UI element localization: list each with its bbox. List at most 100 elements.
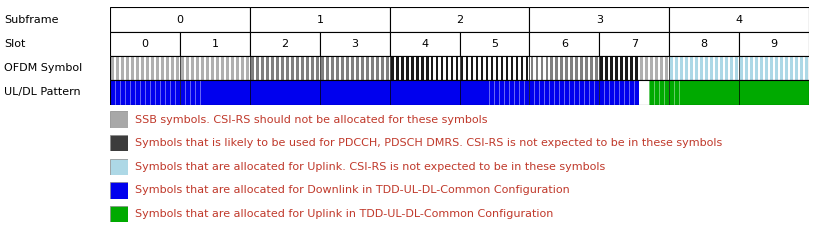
Bar xyxy=(471,56,473,80)
Bar xyxy=(420,56,425,80)
Bar xyxy=(784,56,789,80)
Bar xyxy=(366,56,368,80)
Bar xyxy=(600,56,605,80)
Bar xyxy=(156,56,159,80)
Bar xyxy=(529,80,600,105)
Bar xyxy=(151,56,154,80)
Bar xyxy=(215,56,220,80)
Bar xyxy=(465,56,470,80)
Bar xyxy=(535,56,538,80)
Bar xyxy=(534,56,539,80)
Bar xyxy=(136,56,141,80)
Bar xyxy=(236,56,239,80)
Bar xyxy=(430,56,435,80)
Bar xyxy=(600,80,605,105)
Bar xyxy=(330,56,335,80)
Bar xyxy=(745,56,748,80)
Bar xyxy=(586,56,588,80)
Bar xyxy=(385,56,390,80)
Bar xyxy=(435,56,440,80)
Bar xyxy=(475,56,479,80)
Bar xyxy=(591,56,593,80)
Bar xyxy=(320,32,390,56)
Bar xyxy=(480,56,484,80)
Bar xyxy=(310,56,315,80)
Bar xyxy=(201,56,204,80)
Bar xyxy=(196,56,199,80)
Bar xyxy=(594,56,599,80)
Bar xyxy=(665,56,668,80)
Bar xyxy=(730,56,733,80)
Bar xyxy=(720,56,723,80)
Bar xyxy=(390,7,529,32)
Bar xyxy=(614,80,619,105)
Bar xyxy=(650,56,654,80)
Bar xyxy=(639,56,644,80)
Bar xyxy=(275,56,280,80)
Bar xyxy=(371,56,373,80)
Bar xyxy=(501,56,503,80)
Bar xyxy=(127,56,129,80)
Bar xyxy=(391,56,394,80)
Bar xyxy=(669,56,674,80)
Bar xyxy=(804,56,809,80)
Bar xyxy=(110,80,809,105)
Text: 4: 4 xyxy=(421,39,428,49)
Bar xyxy=(674,56,679,80)
Bar xyxy=(681,56,683,80)
Bar xyxy=(755,56,758,80)
Bar xyxy=(575,56,578,80)
Bar xyxy=(404,56,409,80)
Bar xyxy=(435,56,439,80)
Bar xyxy=(516,56,518,80)
Text: OFDM Symbol: OFDM Symbol xyxy=(4,63,83,73)
Bar xyxy=(496,56,498,80)
Bar xyxy=(180,56,185,80)
Bar xyxy=(456,56,458,80)
Bar xyxy=(355,56,359,80)
Bar xyxy=(261,56,264,80)
Bar xyxy=(491,56,493,80)
Bar xyxy=(624,80,629,105)
Bar xyxy=(485,56,489,80)
Bar xyxy=(345,56,350,80)
Bar xyxy=(541,56,543,80)
Bar xyxy=(639,80,644,105)
Bar xyxy=(549,56,555,80)
Bar xyxy=(669,32,739,56)
Bar xyxy=(551,56,553,80)
Bar xyxy=(221,56,224,80)
Bar xyxy=(386,56,389,80)
Bar xyxy=(176,56,179,80)
Bar xyxy=(664,80,669,105)
Bar xyxy=(714,56,719,80)
Bar xyxy=(669,7,809,32)
Bar xyxy=(364,56,370,80)
Bar xyxy=(664,56,669,80)
Bar xyxy=(301,56,304,80)
Bar xyxy=(654,80,659,105)
Bar xyxy=(625,56,628,80)
Bar xyxy=(190,56,195,80)
Bar xyxy=(609,56,614,80)
Bar xyxy=(719,56,724,80)
Bar xyxy=(454,56,459,80)
Bar xyxy=(186,56,189,80)
Bar xyxy=(529,32,600,56)
Bar xyxy=(350,56,355,80)
Bar xyxy=(110,7,250,32)
Bar xyxy=(695,56,698,80)
Bar xyxy=(765,56,768,80)
Bar xyxy=(775,56,778,80)
Bar xyxy=(669,80,739,105)
Bar xyxy=(145,56,150,80)
Bar xyxy=(629,56,634,80)
Bar xyxy=(320,56,325,80)
Bar xyxy=(506,56,508,80)
Bar xyxy=(556,56,558,80)
Bar xyxy=(644,80,650,105)
Text: 7: 7 xyxy=(631,39,638,49)
Bar xyxy=(296,56,299,80)
Bar xyxy=(529,56,534,80)
Bar xyxy=(290,56,295,80)
